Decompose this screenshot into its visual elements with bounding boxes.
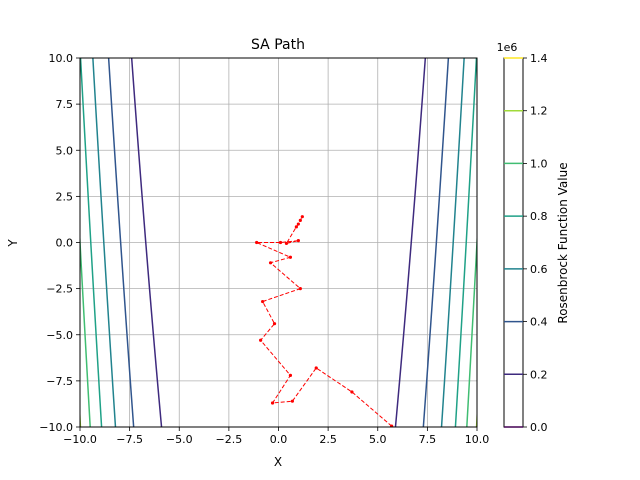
sa-path-point xyxy=(296,239,300,243)
colorbar-tick-label: 0.4 xyxy=(530,316,548,329)
contour-line xyxy=(454,58,477,427)
sa-path-point xyxy=(270,401,275,405)
x-tick-label: −7.5 xyxy=(116,433,143,446)
sa-path-point xyxy=(350,390,354,394)
sa-path-point xyxy=(261,299,265,304)
sa-path-point xyxy=(268,261,273,265)
colorbar-tick-label: 1.0 xyxy=(530,157,548,170)
sa-path-point xyxy=(296,222,300,226)
contour-line xyxy=(466,228,477,427)
contour-line xyxy=(80,58,103,427)
sa-path-point xyxy=(288,373,293,377)
contour-line xyxy=(107,58,135,427)
x-tick-label: 2.5 xyxy=(319,433,337,446)
colorbar-frame xyxy=(503,57,524,428)
sa-path-point xyxy=(272,322,277,326)
sa-path-point xyxy=(255,240,259,245)
colorbar-tick-label: 1.2 xyxy=(530,105,548,118)
x-axis-ticks: −10.0 −7.5 −5.0 −2.5 0.0 2.5 5.0 7.5 10.0 xyxy=(63,427,489,446)
contour-line xyxy=(92,58,117,427)
colorbar-tick-label: 0.0 xyxy=(530,421,548,434)
contour-line xyxy=(130,58,163,427)
contour-line xyxy=(422,58,450,427)
contour-lines xyxy=(80,58,477,427)
sa-path-point xyxy=(294,225,298,229)
sa-path-line xyxy=(256,216,392,427)
colorbar-tick-label: 0.2 xyxy=(530,368,548,381)
x-tick-label: −5.0 xyxy=(166,433,193,446)
sa-path-point xyxy=(259,338,263,342)
contour-line xyxy=(394,58,427,427)
y-tick-label: −7.5 xyxy=(46,375,73,388)
y-tick-label: −2.5 xyxy=(46,283,73,296)
colorbar-label: Rosenbrock Function Value xyxy=(556,162,570,323)
colorbar: 0.0 0.2 0.4 0.6 0.8 1.0 1.2 1.4 1e6 Rosenbrock … xyxy=(497,41,570,434)
y-tick-label: −10.0 xyxy=(39,421,73,434)
sa-path-point xyxy=(298,287,302,291)
chart-title: SA Path xyxy=(251,37,305,53)
y-tick-label: 10.0 xyxy=(49,52,74,65)
sa-path-point xyxy=(278,240,283,245)
x-tick-label: −10.0 xyxy=(63,433,97,446)
colorbar-ticks: 0.0 0.2 0.4 0.6 0.8 1.0 1.2 1.4 xyxy=(504,52,548,434)
x-tick-label: 5.0 xyxy=(369,433,387,446)
colorbar-tick-label: 0.8 xyxy=(530,210,548,223)
x-tick-label: −2.5 xyxy=(216,433,243,446)
sa-path-point xyxy=(314,366,318,370)
sa-path-point xyxy=(298,218,302,222)
x-tick-label: 0.0 xyxy=(270,433,288,446)
contour-line xyxy=(475,404,477,427)
x-axis-label: X xyxy=(274,455,282,469)
x-tick-label: 10.0 xyxy=(465,433,490,446)
sa-path-point xyxy=(300,215,304,219)
y-tick-label: 0.0 xyxy=(56,237,74,250)
colorbar-tick-label: 0.6 xyxy=(530,263,548,276)
y-axis-ticks: −10.0 −7.5 −5.0 −2.5 0.0 2.5 5.0 7.5 10.0 xyxy=(39,52,80,434)
y-axis-label: Y xyxy=(6,239,20,248)
y-tick-label: 2.5 xyxy=(56,190,74,203)
colorbar-multiplier: 1e6 xyxy=(497,41,518,54)
y-tick-label: −5.0 xyxy=(46,329,73,342)
colorbar-tick-label: 1.4 xyxy=(530,52,548,65)
sa-path-point xyxy=(390,424,394,427)
sa-path xyxy=(255,215,394,427)
sa-path-point xyxy=(290,399,294,403)
y-tick-label: 5.0 xyxy=(56,144,74,157)
contour-line xyxy=(440,58,465,427)
y-tick-label: 7.5 xyxy=(56,98,74,111)
x-tick-label: 7.5 xyxy=(419,433,437,446)
sa-path-point xyxy=(284,241,289,246)
sa-path-point xyxy=(288,255,293,259)
